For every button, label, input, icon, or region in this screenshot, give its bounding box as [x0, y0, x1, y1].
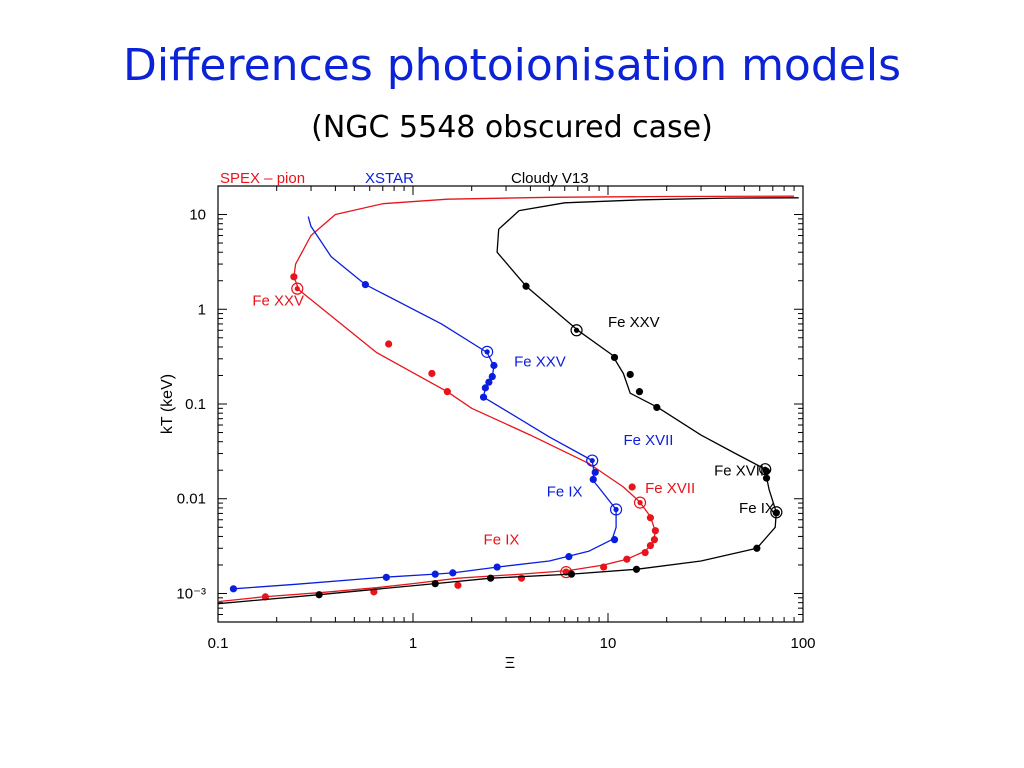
- y-tick-label: 0.1: [185, 396, 206, 413]
- series-line-spex: [217, 195, 795, 603]
- data-point: [490, 361, 498, 370]
- x-tick-label: 10: [600, 635, 617, 652]
- data-point: [485, 378, 493, 386]
- slide-title: Differences photoionisation models: [123, 40, 901, 91]
- data-point: [626, 370, 634, 379]
- series-line-cloudy: [217, 197, 799, 605]
- data-point: [635, 388, 644, 396]
- data-point: [610, 536, 619, 544]
- ion-marker-dot: [294, 286, 300, 292]
- ion-label: Fe XXV: [608, 314, 660, 331]
- ion-label: Fe XVII: [645, 480, 695, 497]
- ion-label: Fe IX: [484, 531, 520, 548]
- plot-frame: [217, 185, 804, 623]
- data-point: [481, 384, 489, 392]
- ion-label: Fe IX: [547, 484, 583, 501]
- data-point: [431, 570, 439, 578]
- slide-subtitle: (NGC 5548 obscured case): [311, 110, 713, 145]
- data-point: [488, 372, 496, 381]
- data-point: [589, 475, 597, 484]
- ion-marker-ring: [770, 506, 783, 519]
- data-point: [591, 468, 599, 476]
- data-point: [382, 573, 390, 581]
- x-tick-label: 100: [790, 635, 815, 652]
- ion-marker-dot: [563, 569, 569, 575]
- data-point: [762, 474, 771, 482]
- data-point: [600, 563, 608, 571]
- ion-marker-ring: [570, 324, 583, 337]
- data-point: [653, 403, 661, 412]
- data-point: [517, 574, 526, 582]
- data-point: [632, 565, 641, 573]
- ion-marker-dot: [773, 509, 779, 515]
- series-line-xstar: [233, 216, 617, 590]
- data-point: [628, 483, 636, 491]
- data-point: [646, 542, 655, 550]
- data-point: [315, 591, 323, 599]
- x-tick-label: 1: [409, 635, 417, 652]
- ion-marker-dot: [613, 506, 619, 513]
- data-point: [229, 585, 238, 593]
- ion-marker-dot: [484, 349, 490, 355]
- data-point: [641, 549, 649, 557]
- tick-marks: [217, 185, 803, 623]
- series-cloudy: Fe XXV Fe XVII Fe IX: [217, 197, 799, 605]
- data-point: [565, 553, 573, 561]
- ion-marker-ring: [481, 345, 494, 358]
- x-axis-label: Ξ: [505, 655, 515, 672]
- series-spex: Fe XXV Fe XVII Fe IX: [217, 195, 795, 603]
- ion-label: Fe XVII: [623, 432, 673, 449]
- ion-marker-dot: [762, 466, 768, 472]
- y-tick-labels: 10 1 0.1 0.01 10⁻³: [176, 207, 206, 603]
- ion-marker-ring: [633, 496, 647, 509]
- data-point: [646, 514, 655, 522]
- y-tick-label: 10⁻³: [176, 585, 206, 602]
- data-point: [651, 527, 659, 535]
- ion-marker-dot: [573, 327, 580, 333]
- data-point: [623, 555, 631, 563]
- data-point: [361, 281, 369, 289]
- data-point: [610, 353, 619, 362]
- data-point: [650, 536, 659, 544]
- data-point: [443, 388, 451, 396]
- x-tick-label: 0.1: [208, 635, 229, 652]
- ion-label: Fe IX: [739, 500, 775, 517]
- ion-label: Fe XVII: [714, 463, 764, 480]
- ion-marker-dot: [589, 457, 595, 464]
- y-tick-label: 1: [198, 301, 206, 318]
- data-point: [454, 581, 462, 589]
- legend-spex: SPEX – pion: [220, 170, 305, 187]
- data-point: [493, 563, 501, 571]
- legend-xstar: XSTAR: [365, 170, 414, 187]
- ion-marker-ring: [291, 282, 304, 295]
- y-tick-label: 10: [189, 207, 206, 224]
- y-axis-label: kT (keV): [159, 374, 176, 434]
- ion-marker-dot: [637, 500, 643, 506]
- ion-marker-ring: [609, 503, 623, 516]
- data-point: [522, 282, 530, 290]
- ion-marker-ring: [759, 463, 772, 476]
- data-point: [385, 340, 393, 348]
- ion-label: Fe XXV: [514, 353, 566, 370]
- data-point: [567, 570, 576, 578]
- data-point: [753, 544, 761, 552]
- data-point: [290, 273, 298, 281]
- data-point: [486, 574, 495, 582]
- data-point: [449, 569, 457, 577]
- legend-cloudy: Cloudy V13: [511, 170, 589, 187]
- y-tick-label: 0.01: [177, 491, 206, 508]
- series-xstar: Fe XXV Fe XVII Fe IX: [229, 216, 673, 593]
- data-point: [428, 369, 436, 378]
- data-point: [479, 393, 488, 401]
- ion-marker-ring: [586, 454, 599, 467]
- data-point: [431, 580, 439, 588]
- x-tick-labels: 0.1 1 10 100: [208, 635, 816, 652]
- ion-label: Fe XXV: [252, 292, 304, 309]
